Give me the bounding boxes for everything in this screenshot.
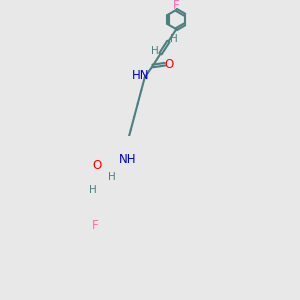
Text: O: O <box>165 58 174 71</box>
Text: F: F <box>173 0 180 12</box>
Text: H: H <box>151 46 159 56</box>
Text: F: F <box>92 219 98 232</box>
Text: H: H <box>89 184 97 194</box>
Text: NH: NH <box>119 153 137 166</box>
Text: H: H <box>170 34 178 44</box>
Text: H: H <box>108 172 116 182</box>
Text: O: O <box>93 159 102 172</box>
Text: HN: HN <box>132 69 149 82</box>
